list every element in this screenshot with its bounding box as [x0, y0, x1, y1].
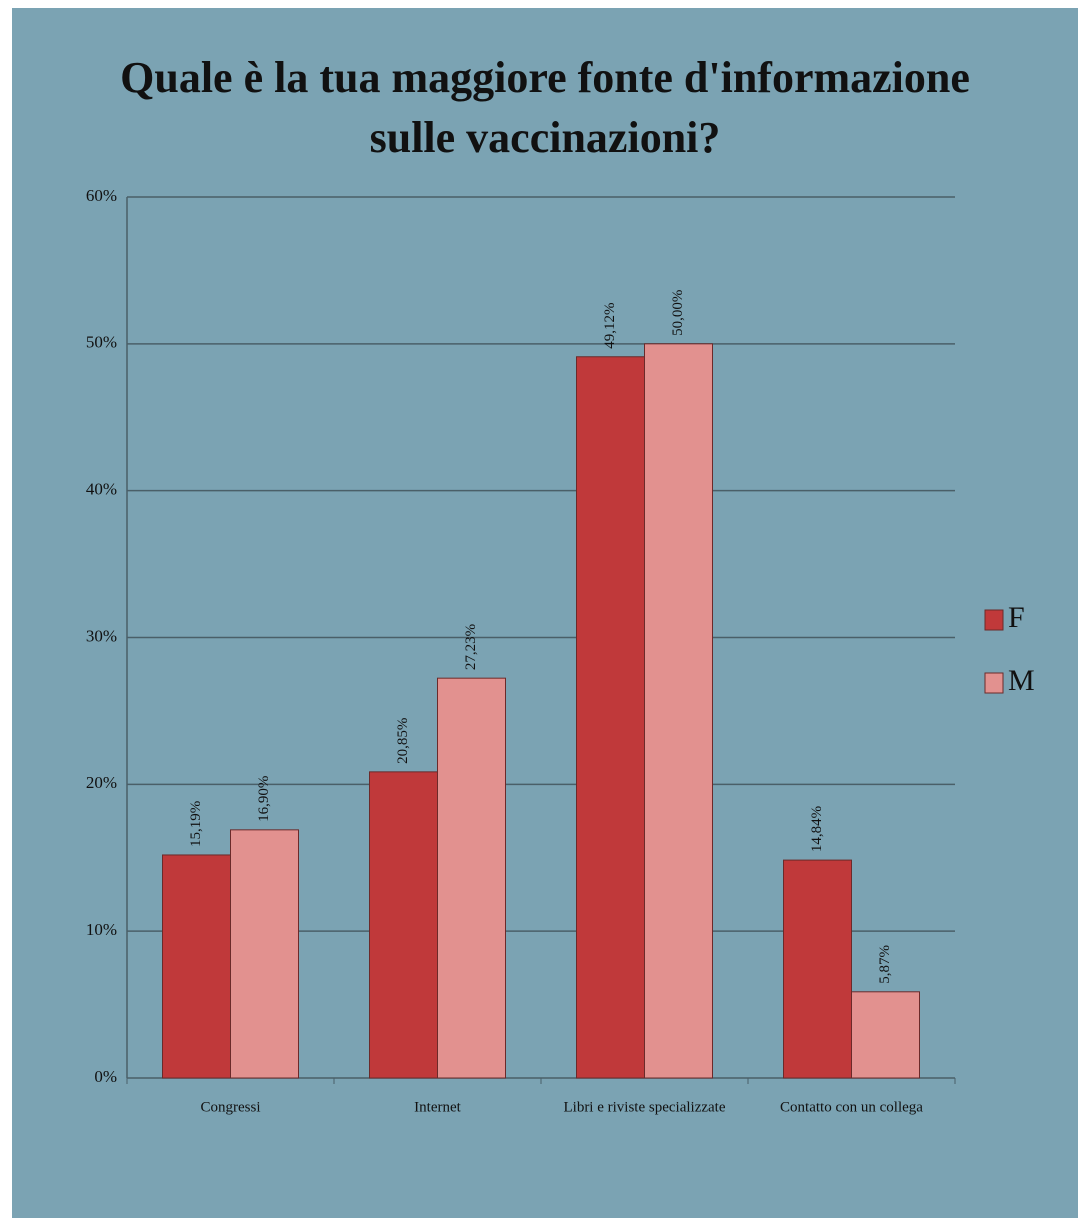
- legend-label: F: [1008, 601, 1025, 634]
- y-tick-label: 40%: [86, 480, 117, 499]
- value-label: 5,87%: [877, 945, 893, 984]
- bar: [851, 991, 920, 1079]
- value-label: 49,12%: [602, 303, 618, 349]
- bar: [162, 854, 231, 1079]
- chart: 0% 10% 20% 30% 40% 50% 60% Congressi 15,19% 16,90…: [86, 186, 1035, 1116]
- x-tick-label: Internet: [414, 1099, 461, 1115]
- value-label: 50,00%: [670, 290, 686, 336]
- bar: [644, 343, 713, 1079]
- x-tick-label: Contatto con un collega: [780, 1099, 923, 1115]
- chart-title: Quale è la tua maggiore fonte d'informaz…: [120, 53, 970, 162]
- legend-swatch: [984, 672, 1004, 694]
- value-label: 27,23%: [463, 624, 479, 670]
- bar: [576, 356, 645, 1079]
- legend-swatch: [984, 609, 1004, 631]
- value-label: 14,84%: [809, 806, 825, 852]
- value-label: 16,90%: [256, 776, 272, 822]
- bar: [230, 829, 299, 1079]
- x-tick-label: Libri e riviste specializzate: [563, 1099, 725, 1115]
- value-label: 20,85%: [395, 718, 411, 764]
- legend-label: M: [1008, 664, 1035, 697]
- y-tick-label: 10%: [86, 920, 117, 939]
- chart-background: 0% 10% 20% 30% 40% 50% 60% Congressi 15,19% 16,90…: [12, 8, 1078, 1218]
- y-tick-label: 30%: [86, 626, 117, 645]
- y-tick-label: 20%: [86, 773, 117, 792]
- value-label: 15,19%: [188, 801, 204, 847]
- x-tick-label: Congressi: [201, 1099, 261, 1115]
- y-tick-label: 50%: [86, 333, 117, 352]
- bar: [783, 859, 852, 1079]
- y-tick-label: 60%: [86, 186, 117, 205]
- y-tick-label: 0%: [94, 1067, 117, 1086]
- bar: [369, 771, 438, 1079]
- bar: [437, 677, 506, 1079]
